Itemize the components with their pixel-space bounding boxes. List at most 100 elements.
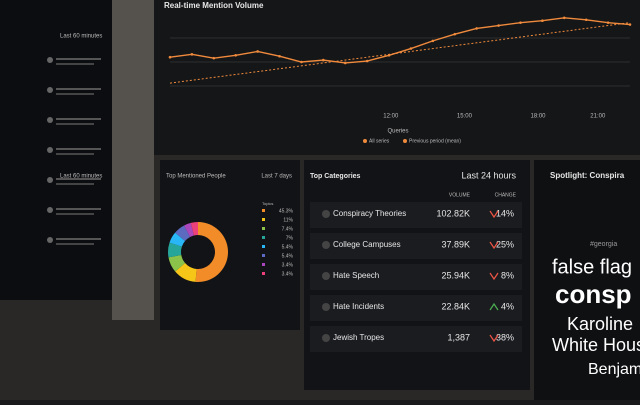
change-arrow xyxy=(489,272,499,281)
chart-title: Real-time Mention Volume xyxy=(164,1,264,10)
donut-slice xyxy=(168,255,186,272)
categories-period: Last 24 hours xyxy=(461,170,516,180)
slice-label: 5.4% xyxy=(282,244,294,250)
slice-label: 11% xyxy=(283,217,293,223)
spotlight-title: Spotlight: Conspira xyxy=(550,171,625,180)
series-point xyxy=(234,53,238,57)
category-volume: 25.94K xyxy=(441,270,470,280)
slice-label: 7% xyxy=(286,235,294,241)
category-change: 8% xyxy=(501,270,514,280)
avatar xyxy=(47,117,53,123)
series-point xyxy=(606,21,610,24)
series-point xyxy=(190,53,194,56)
feed-line xyxy=(56,213,94,215)
row-icon xyxy=(322,210,330,218)
donut-slice xyxy=(175,263,197,282)
avatar xyxy=(47,147,53,153)
cloud-word: White Hous xyxy=(552,335,640,355)
pillar xyxy=(112,0,154,320)
category-name: College Campuses xyxy=(333,240,401,249)
cloud-word: Karoline xyxy=(567,314,633,334)
row-icon xyxy=(322,334,330,342)
feed-line xyxy=(56,123,94,125)
series-point xyxy=(365,59,369,63)
change-arrow xyxy=(489,334,499,343)
category-name: Jewish Tropes xyxy=(333,333,384,342)
row xyxy=(310,233,522,259)
series-point xyxy=(475,27,478,30)
series-point xyxy=(519,21,522,24)
series-point xyxy=(453,32,457,36)
category-change: 25% xyxy=(496,239,514,249)
cloud-word: Benjam xyxy=(588,361,640,378)
x-tick-label: 21:00 xyxy=(590,114,606,120)
change-arrow xyxy=(489,210,499,219)
feed-line xyxy=(56,63,94,65)
change-arrow xyxy=(489,241,499,250)
people-panel xyxy=(160,160,300,330)
avatar xyxy=(47,237,53,243)
cloud-word: false flag xyxy=(552,256,632,278)
slice-label: 45.3% xyxy=(279,208,294,214)
avatar xyxy=(47,207,53,213)
avatar xyxy=(47,87,53,93)
legend-swatch xyxy=(262,236,265,239)
legend-swatch xyxy=(262,245,265,248)
category-change: 14% xyxy=(496,208,514,218)
series-point xyxy=(343,61,347,65)
row xyxy=(310,202,522,228)
series-point xyxy=(409,47,413,50)
feed-line xyxy=(56,238,101,240)
category-change: 4% xyxy=(501,301,514,311)
row xyxy=(310,326,522,352)
slice-label: 3.4% xyxy=(282,262,294,268)
legend-swatch xyxy=(262,209,265,212)
legend-label: Previous period (mean) xyxy=(409,138,461,144)
feed-line xyxy=(56,183,94,185)
chart-panel xyxy=(154,0,640,155)
feed-line xyxy=(56,178,101,180)
x-tick-label: 18:00 xyxy=(530,114,546,120)
people-title: Top Mentioned People xyxy=(166,174,226,180)
category-name: Hate Speech xyxy=(333,271,379,280)
left-header: Last 60 minutes xyxy=(60,34,102,40)
donut-slice xyxy=(169,232,186,247)
left-section-header: Last 60 minutes xyxy=(60,174,102,180)
series-point xyxy=(278,54,281,58)
category-name: Hate Incidents xyxy=(333,302,384,311)
donut-slice xyxy=(175,225,191,242)
row xyxy=(310,264,522,290)
change-header: CHANGE xyxy=(495,192,517,198)
avatar xyxy=(47,177,53,183)
feed-line xyxy=(56,243,94,245)
legend-swatch xyxy=(262,254,265,257)
row-icon xyxy=(322,272,330,280)
feed-line xyxy=(56,88,101,90)
feed-line xyxy=(56,118,101,120)
row-icon xyxy=(322,241,330,249)
feed-line xyxy=(56,208,101,210)
legend-swatch xyxy=(363,139,367,143)
categories-title: Top Categories xyxy=(310,173,361,180)
change-arrow xyxy=(489,302,499,311)
legend-swatch xyxy=(262,218,265,221)
people-period: Last 7 days xyxy=(261,174,292,180)
series-point xyxy=(168,55,172,59)
avatar xyxy=(47,57,53,63)
legend-label: All series xyxy=(369,138,390,144)
series-point xyxy=(628,23,632,26)
series-point xyxy=(212,56,216,60)
x-tick-label: 15:00 xyxy=(457,114,473,120)
feed-line xyxy=(56,93,94,95)
legend-swatch xyxy=(403,139,407,143)
x-tick-label: 12:00 xyxy=(383,114,399,120)
people-legend-title: Topics xyxy=(262,201,273,206)
slice-label: 7.4% xyxy=(282,226,294,232)
legend-swatch xyxy=(262,263,265,266)
cloud-word: #georgia xyxy=(590,241,617,248)
category-change: 38% xyxy=(496,332,514,342)
legend-swatch xyxy=(262,272,265,275)
category-volume: 37.89K xyxy=(441,239,470,249)
